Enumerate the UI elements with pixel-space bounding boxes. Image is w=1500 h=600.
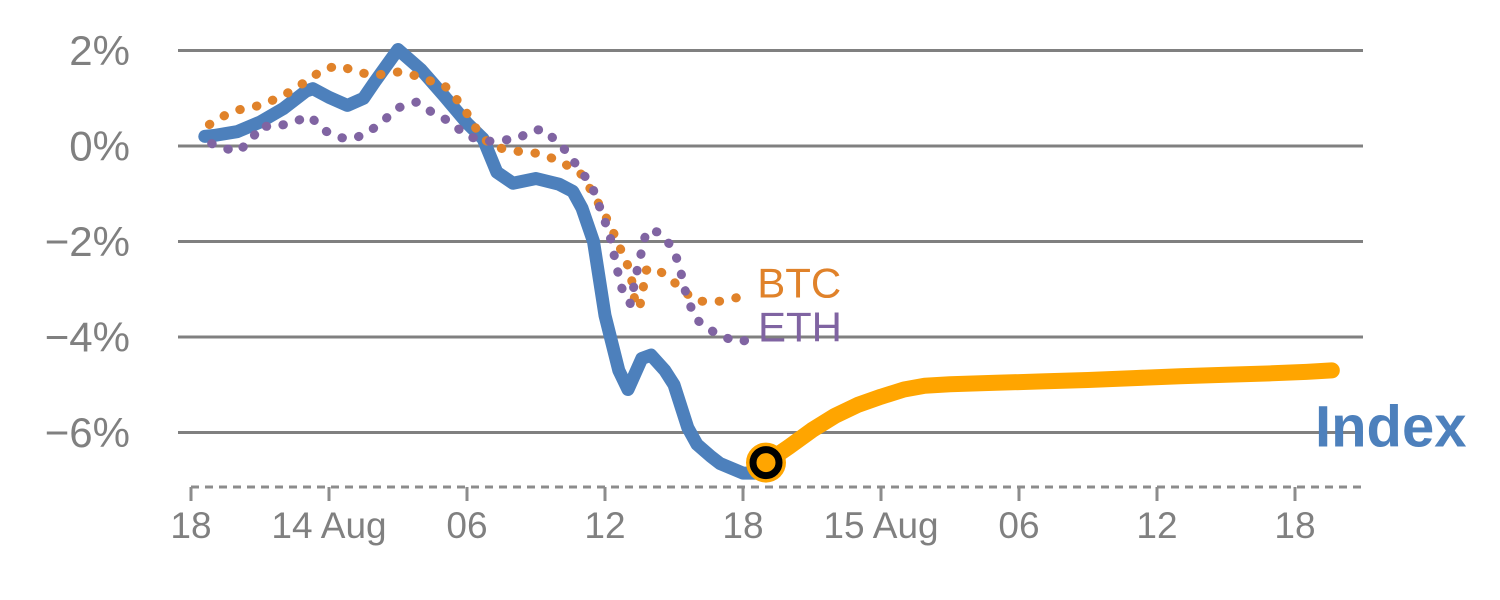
- x-axis-tick-label: 14 Aug: [271, 505, 386, 546]
- y-axis-tick-label: −4%: [45, 314, 130, 361]
- index-forecast-line: [758, 362, 1340, 471]
- x-axis-tick-label: 18: [170, 505, 211, 546]
- x-axis-tick-label: 12: [584, 505, 625, 546]
- y-axis-tick-label: 2%: [69, 27, 130, 74]
- series-label-index: Index: [1315, 394, 1467, 459]
- x-axis-tick-label: 12: [1136, 505, 1177, 546]
- x-axis-tick-label: 06: [446, 505, 487, 546]
- series-label-btc: BTC: [757, 260, 841, 307]
- y-axis-tick-label: −2%: [45, 218, 130, 265]
- y-axis-tick-label: 0%: [69, 123, 130, 170]
- current-point-marker: [749, 446, 783, 480]
- btc-line: [204, 61, 757, 313]
- y-axis-tick-label: −6%: [45, 409, 130, 456]
- x-axis-tick-label: 15 Aug: [823, 505, 938, 546]
- x-axis-tick-label: 18: [722, 505, 763, 546]
- x-axis-tick-label: 06: [998, 505, 1039, 546]
- index-line: [198, 43, 773, 480]
- series-label-eth: ETH: [758, 303, 842, 350]
- x-axis-tick-label: 18: [1274, 505, 1315, 546]
